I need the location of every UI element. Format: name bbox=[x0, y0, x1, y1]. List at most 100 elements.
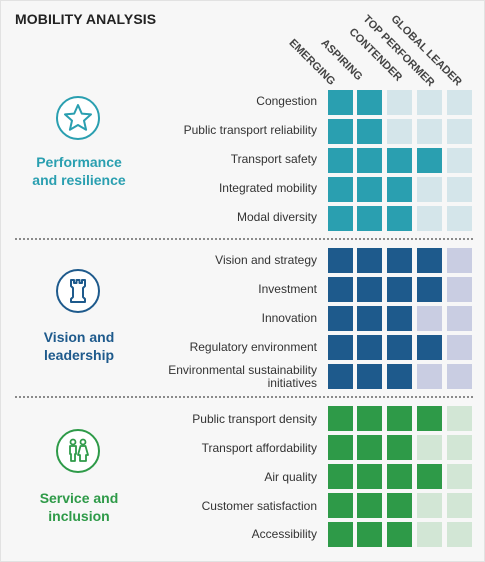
level-cell-empty bbox=[417, 119, 442, 144]
level-cell-filled bbox=[328, 435, 353, 460]
level-cell-filled bbox=[328, 177, 353, 202]
level-cell-filled bbox=[328, 406, 353, 431]
metric-label: Environmental sustainability initiatives bbox=[168, 363, 317, 390]
level-cell-empty bbox=[387, 119, 412, 144]
level-cell-empty bbox=[447, 277, 472, 302]
level-cell-filled bbox=[357, 277, 382, 302]
level-cell-filled bbox=[357, 90, 382, 115]
level-cell-filled bbox=[387, 406, 412, 431]
level-cell-filled bbox=[387, 248, 412, 273]
metric-label: Integrated mobility bbox=[218, 181, 317, 195]
metric-label: Congestion bbox=[256, 94, 317, 108]
metric-label: Regulatory environment bbox=[189, 340, 317, 354]
level-cell-filled bbox=[357, 306, 382, 331]
metric-label: Public transport density bbox=[192, 412, 317, 426]
level-cell-empty bbox=[447, 364, 472, 389]
level-cell-filled bbox=[328, 277, 353, 302]
level-cell-filled bbox=[387, 177, 412, 202]
metric-label: Vision and strategy bbox=[215, 253, 317, 267]
star-icon bbox=[56, 96, 100, 140]
level-cell-empty bbox=[417, 522, 442, 547]
section-divider bbox=[15, 238, 473, 240]
level-cell-empty bbox=[417, 306, 442, 331]
level-cell-filled bbox=[328, 306, 353, 331]
metric-label: Transport safety bbox=[230, 152, 317, 166]
level-cell-filled bbox=[387, 277, 412, 302]
level-cell-filled bbox=[387, 148, 412, 173]
level-cell-empty bbox=[447, 119, 472, 144]
chart-title: MOBILITY ANALYSIS bbox=[15, 11, 157, 27]
level-cell-filled bbox=[387, 306, 412, 331]
level-cell-filled bbox=[387, 335, 412, 360]
level-cell-filled bbox=[387, 206, 412, 231]
level-cell-empty bbox=[447, 335, 472, 360]
level-cell-filled bbox=[328, 493, 353, 518]
level-cell-filled bbox=[357, 364, 382, 389]
level-cell-filled bbox=[357, 464, 382, 489]
level-cell-filled bbox=[417, 248, 442, 273]
category-label-vision: Vision and leadership bbox=[43, 329, 115, 363]
level-cell-filled bbox=[328, 364, 353, 389]
level-cell-filled bbox=[417, 464, 442, 489]
level-cell-empty bbox=[447, 177, 472, 202]
level-cell-filled bbox=[357, 206, 382, 231]
level-cell-filled bbox=[387, 364, 412, 389]
level-cell-filled bbox=[417, 406, 442, 431]
category-label-performance: Performance and resilience bbox=[32, 154, 126, 188]
level-cell-empty bbox=[387, 90, 412, 115]
level-cell-filled bbox=[328, 335, 353, 360]
level-cell-filled bbox=[387, 493, 412, 518]
level-cell-empty bbox=[447, 248, 472, 273]
level-cell-filled bbox=[417, 277, 442, 302]
metric-label: Accessibility bbox=[251, 527, 317, 541]
level-cell-empty bbox=[417, 206, 442, 231]
category-label-service: Service and inclusion bbox=[39, 490, 119, 524]
level-cell-empty bbox=[417, 177, 442, 202]
level-cell-filled bbox=[328, 148, 353, 173]
level-cell-empty bbox=[447, 522, 472, 547]
level-cell-filled bbox=[357, 119, 382, 144]
level-cell-filled bbox=[328, 90, 353, 115]
level-cell-empty bbox=[447, 464, 472, 489]
level-cell-empty bbox=[417, 90, 442, 115]
level-cell-empty bbox=[447, 493, 472, 518]
level-cell-empty bbox=[447, 206, 472, 231]
section-divider bbox=[15, 396, 473, 398]
level-cell-filled bbox=[357, 248, 382, 273]
level-cell-empty bbox=[447, 435, 472, 460]
level-cell-filled bbox=[357, 148, 382, 173]
metric-label: Innovation bbox=[261, 311, 317, 325]
level-cell-filled bbox=[417, 148, 442, 173]
level-cell-filled bbox=[357, 406, 382, 431]
level-cell-filled bbox=[328, 206, 353, 231]
level-cell-empty bbox=[447, 306, 472, 331]
level-cell-empty bbox=[417, 493, 442, 518]
level-cell-filled bbox=[387, 522, 412, 547]
level-cell-filled bbox=[357, 522, 382, 547]
chess-rook-icon bbox=[56, 269, 100, 313]
metric-label: Investment bbox=[258, 282, 317, 296]
level-cell-filled bbox=[387, 464, 412, 489]
level-cell-empty bbox=[447, 148, 472, 173]
level-cell-filled bbox=[328, 464, 353, 489]
level-cell-empty bbox=[447, 406, 472, 431]
level-cell-empty bbox=[417, 364, 442, 389]
metric-label: Customer satisfaction bbox=[201, 499, 317, 513]
level-cell-empty bbox=[417, 435, 442, 460]
level-cell-filled bbox=[357, 177, 382, 202]
level-cell-filled bbox=[357, 335, 382, 360]
level-cell-filled bbox=[417, 335, 442, 360]
level-cell-filled bbox=[328, 119, 353, 144]
level-cell-filled bbox=[387, 435, 412, 460]
level-cell-empty bbox=[447, 90, 472, 115]
level-cell-filled bbox=[357, 493, 382, 518]
level-cell-filled bbox=[328, 248, 353, 273]
metric-label: Modal diversity bbox=[236, 210, 317, 224]
metric-label: Public transport reliability bbox=[183, 123, 317, 137]
metric-label: Transport affordability bbox=[201, 441, 317, 455]
level-cell-filled bbox=[328, 522, 353, 547]
people-icon bbox=[56, 429, 100, 473]
level-cell-filled bbox=[357, 435, 382, 460]
metric-label: Air quality bbox=[264, 470, 317, 484]
